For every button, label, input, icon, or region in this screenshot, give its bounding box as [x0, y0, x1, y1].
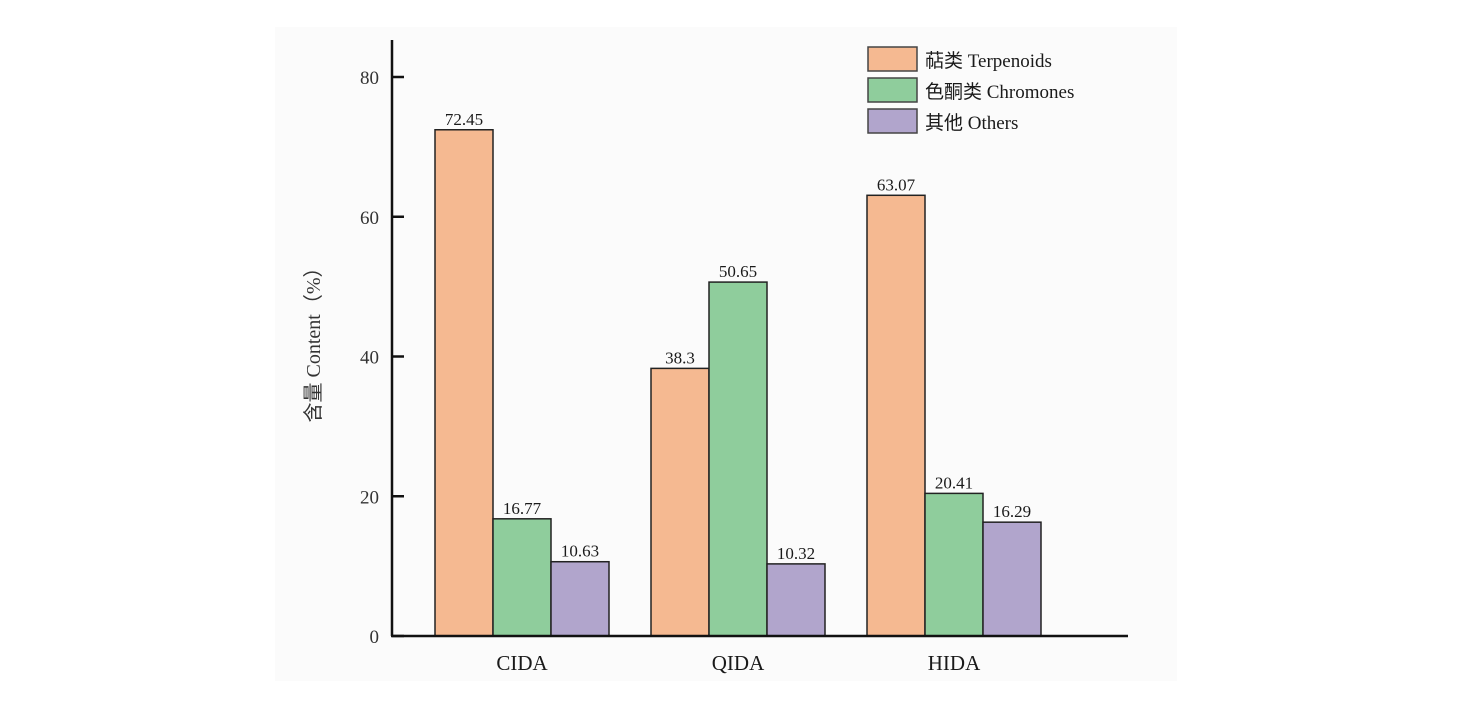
y-tick-label: 20 [360, 487, 379, 508]
y-tick-label: 80 [360, 68, 379, 89]
bar-hida-series-2 [982, 521, 1042, 637]
y-tick-label: 0 [370, 627, 380, 648]
bar-cida-series-0 [434, 129, 494, 637]
legend-swatch [867, 46, 918, 72]
x-category-label: CIDA [496, 651, 548, 675]
legend-label: 萜类 Terpenoids [925, 50, 1052, 72]
data-label: 20.41 [935, 473, 973, 492]
y-tick-label: 40 [360, 348, 379, 369]
data-label: 10.32 [777, 544, 815, 563]
bar-hida-series-1 [924, 492, 984, 637]
bar-cida-series-2 [550, 560, 610, 637]
data-labels-group: 72.45 16.77 10.63 38.3 50.65 10.32 63.07 20.41 1… [445, 110, 1031, 563]
legend-label: 色酮类 Chromones [925, 81, 1074, 103]
bar-qida-series-0 [650, 367, 710, 637]
bars-group [434, 129, 1042, 637]
data-label: 38.3 [665, 348, 695, 367]
y-ticks-group: 0 20 40 60 80 [360, 68, 404, 648]
legend-label: 其他 Others [925, 112, 1018, 134]
x-labels-group: CIDA QIDA HIDA [496, 651, 981, 675]
bar-hida-series-0 [866, 194, 926, 637]
legend-swatch [867, 77, 918, 103]
data-label: 16.77 [503, 499, 542, 518]
data-label: 72.45 [445, 110, 483, 129]
data-label: 10.63 [561, 542, 599, 561]
data-label: 63.07 [877, 175, 916, 194]
bar-qida-series-2 [766, 563, 826, 637]
y-axis-title: 含量 Content（%） [302, 258, 325, 423]
data-label: 50.65 [719, 262, 757, 281]
legend-swatch [867, 108, 918, 134]
legend: 萜类 Terpenoids 色酮类 Chromones 其他 Others [867, 46, 1074, 134]
bar-qida-series-1 [708, 281, 768, 637]
x-category-label: HIDA [928, 651, 981, 675]
bar-cida-series-1 [492, 518, 552, 637]
y-tick-label: 60 [360, 208, 379, 229]
data-label: 16.29 [993, 502, 1031, 521]
axes-group [390, 40, 1128, 638]
x-category-label: QIDA [712, 651, 765, 675]
